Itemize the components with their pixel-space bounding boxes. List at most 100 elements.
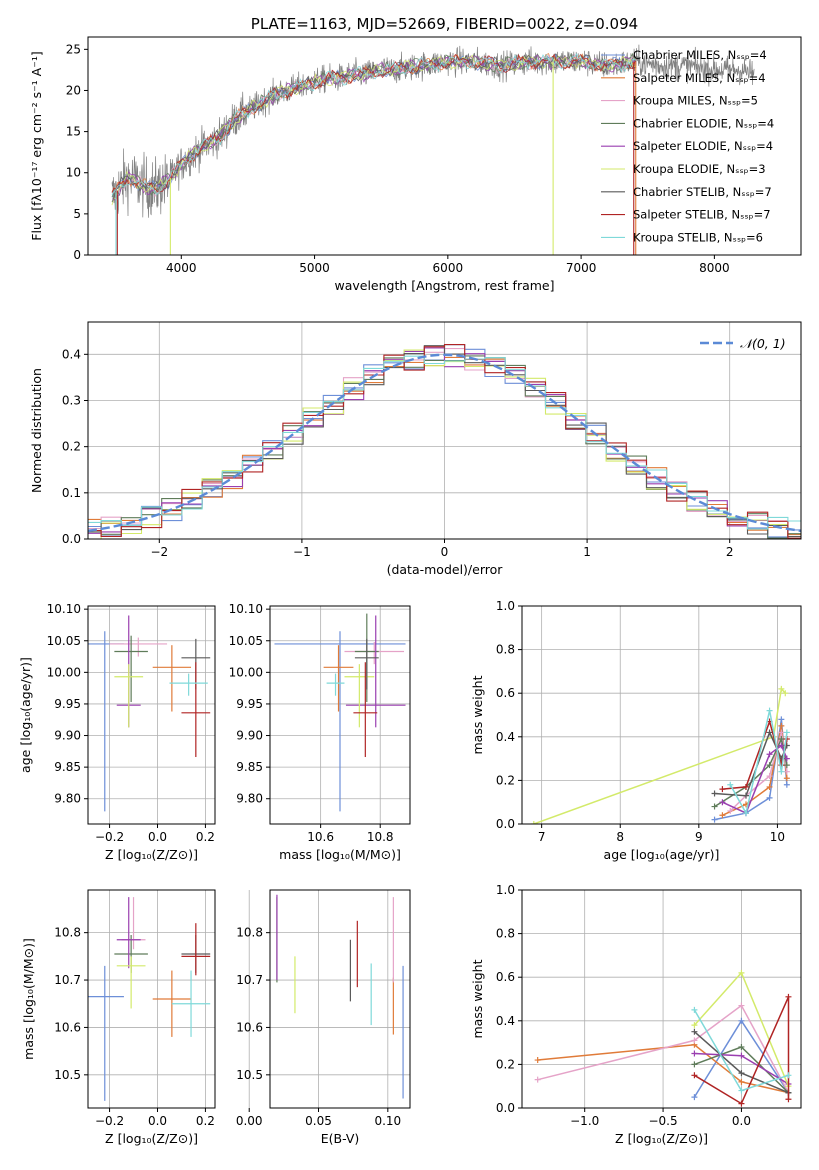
y-axis-label: mass weight [470,675,485,754]
mass-weight-marker [766,783,773,790]
y-axis-label: mass weight [470,959,485,1038]
mass-weight-marker [719,799,726,806]
x-tick-label: −1.0 [570,1114,599,1128]
legend-label: Salpeter MILES, Nₛₛₚ=4 [633,71,766,85]
y-tick-label: 1.0 [496,599,515,613]
y-tick-label: 0.8 [496,643,515,657]
y-tick-label: 10.05 [47,634,81,648]
age_vs_mass-plot-area [274,613,406,812]
mass-weight-marker [766,729,773,736]
y-tick-label: 0.2 [62,440,81,454]
y-tick-label: 10.10 [47,602,81,616]
residual-histogram [88,344,801,539]
mass-weight-marker [778,742,785,749]
normal-reference-curve [88,353,801,533]
y-tick-label: 0.3 [62,393,81,407]
residual-histogram [88,355,801,530]
y-tick-label: 0.4 [62,347,81,361]
y-tick-label: 0.0 [62,532,81,546]
axes-frame [87,889,216,1109]
mass-weight-marker [738,1052,745,1059]
mass-weight-marker [711,803,718,810]
y-axis-label: age [log₁₀(age/yr)] [18,657,33,773]
mass-weight-marker [778,722,785,729]
y-tick-label: 1.0 [496,883,515,897]
mass-weight-marker [691,1061,698,1068]
x-axis-label: Z [log₁₀(Z/Z⊙)] [615,1131,708,1146]
age_vs_Z-panel: −0.2 0.0 0.2 9.80 9.85 9.90 9.95 10.00 10.05 10.1… [18,602,216,862]
y-tick-label: 10.7 [236,973,263,987]
y-tick-label: 9.90 [236,729,263,743]
y-tick-label: 0 [73,248,81,262]
x-tick-label: 0.0 [148,1114,167,1128]
x-tick-label: 10.6 [307,830,334,844]
legend-label: Salpeter ELODIE, Nₛₛₚ=4 [633,139,773,153]
legend-label: 𝒩(0, 1) [740,336,786,351]
mass-weight-marker [711,790,718,797]
mass-weight-line [537,1044,789,1094]
residuals-plot-area [88,344,801,539]
weight_vs_age-panel: 7 8 9 10 0.0 0.2 0.4 0.6 0.8 1.0 age [log₁₀(age/yr… [470,599,802,862]
y-tick-label: 10.5 [54,1068,81,1082]
age_vs_Z-plot-area [88,615,211,812]
x-tick-label: 0.2 [196,1114,215,1128]
spectrum-model-line [111,53,637,203]
residuals-panel: −2 −1 0 1 2 0.0 0.1 0.2 0.3 0.4 (data-model)/error… [29,321,802,577]
mass-weight-marker [742,810,749,817]
x-tick-label: 0 [441,545,449,559]
mass-weight-marker [691,1072,698,1079]
y-tick-label: 10.8 [236,926,263,940]
mass-weight-marker [778,716,785,723]
mass-weight-marker [766,707,773,714]
y-tick-label: 10.6 [236,1020,263,1034]
y-tick-label: 10.7 [54,973,81,987]
mass-weight-marker [766,794,773,801]
y-tick-label: 25 [66,42,81,56]
x-tick-label: 8 [616,830,624,844]
spectrum-panel: PLATE=1163, MJD=52669, FIBERID=0022, z=0… [29,15,802,293]
y-tick-label: 0.1 [62,486,81,500]
mass-weight-marker [691,1094,698,1101]
y-tick-label: 0.6 [496,970,515,984]
y-tick-label: 10 [66,166,81,180]
x-tick-label: −0.2 [95,1114,124,1128]
mass-weight-marker [738,1070,745,1077]
y-tick-label: 9.95 [236,697,263,711]
x-tick-label: 7 [538,830,546,844]
mass-weight-line [533,687,786,824]
mass-weight-marker [783,781,790,788]
weight_vs_Z-panel: −1.0 −0.5 0.0 0.0 0.2 0.4 0.6 0.8 1.0 Z [log₁₀(Z/… [470,883,802,1146]
mass-weight-marker [691,1006,698,1013]
mass_vs_ebv-plot-area [276,894,404,1099]
mass-weight-marker [778,735,785,742]
mass-weight-marker [738,1002,745,1009]
y-tick-label: 0.0 [496,1101,515,1115]
y-tick-label: 10.00 [229,665,263,679]
x-tick-label: 9 [695,830,703,844]
x-axis-label: mass [log₁₀(M/M⊙)] [279,847,401,862]
mass_vs_Z-plot-area [88,897,211,1101]
mass-weight-marker [782,690,789,697]
mass-weight-marker [785,1096,792,1103]
weight_vs_Z-plot-area [534,969,792,1107]
axes-frame [269,605,411,825]
mass-weight-marker [738,1087,745,1094]
mass-weight-marker [766,773,773,780]
mass-weight-marker [785,993,792,1000]
y-tick-label: 0.4 [496,1014,515,1028]
mass-weight-marker [738,1100,745,1107]
y-axis-label: Flux [fλ10⁻¹⁷ erg cm⁻² s⁻¹ A⁻¹] [29,51,44,240]
y-tick-label: 10.6 [54,1020,81,1034]
y-tick-label: 10.5 [236,1068,263,1082]
legend-label: Kroupa STELIB, Nₛₛₚ=6 [633,230,763,244]
legend-label: Salpeter STELIB, Nₛₛₚ=7 [633,208,771,222]
y-tick-label: 20 [66,83,81,97]
axes-frame [87,321,802,540]
mass-weight-marker [742,783,749,790]
legend-label: Chabrier ELODIE, Nₛₛₚ=4 [633,116,774,130]
y-tick-label: 10.00 [47,665,81,679]
mass-weight-marker [783,755,790,762]
mass-weight-marker [738,1078,745,1085]
y-tick-label: 9.80 [54,792,81,806]
